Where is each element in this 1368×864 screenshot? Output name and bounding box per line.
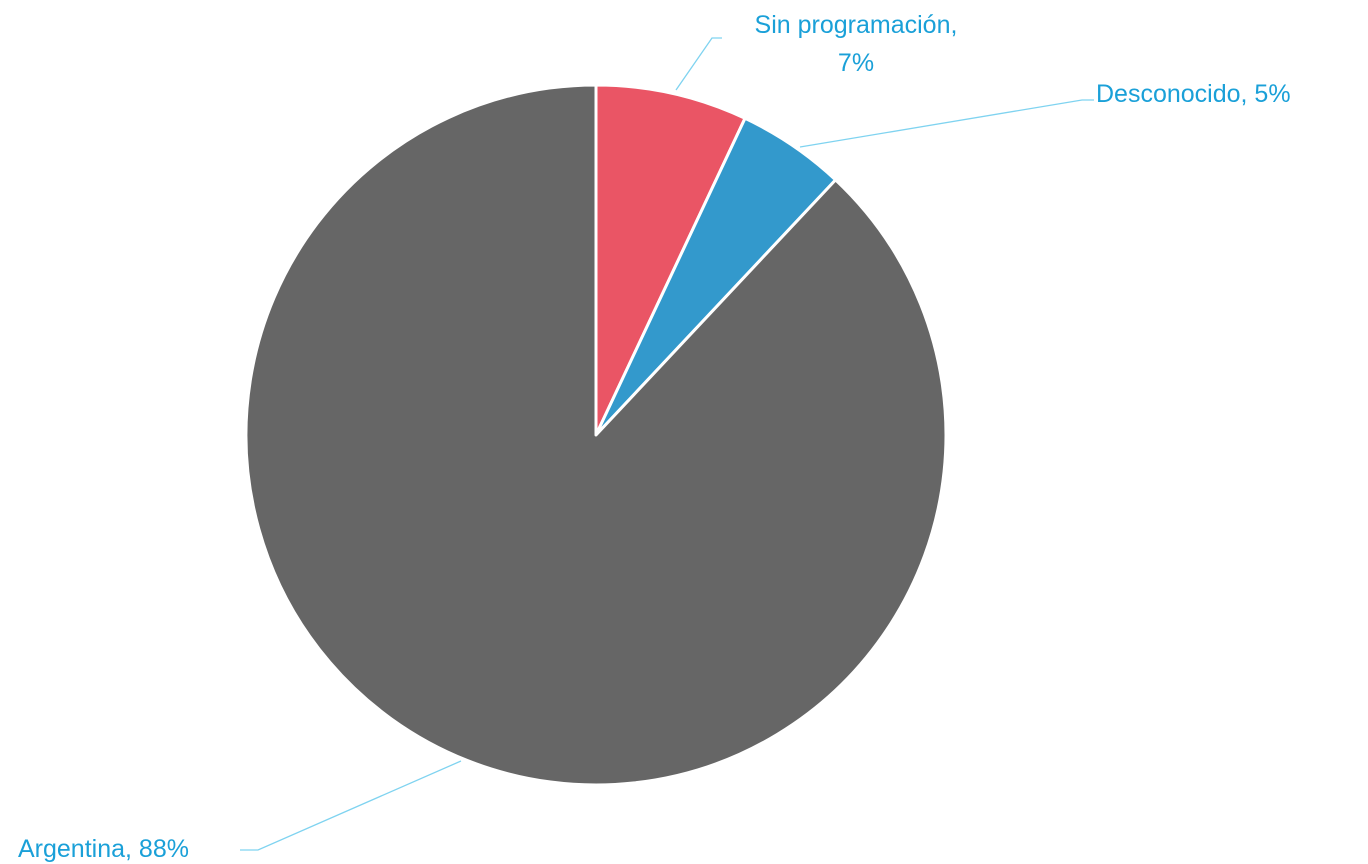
leader-line-1: [675, 37, 722, 91]
leader-line-2: [799, 99, 1094, 148]
data-labels-layer: Sin programación, 7% Desconocido, 5% Argent…: [18, 11, 1291, 863]
data-label-line: Argentina, 88%: [18, 835, 189, 863]
leader-line-3: [240, 760, 462, 851]
data-label-line: Sin programación,: [755, 11, 958, 39]
pie-slice-argentina: [244, 83, 948, 787]
data-label-argentina: Argentina, 88%: [18, 835, 189, 863]
pie-slice-sin-programaci-n: [594, 83, 747, 437]
data-label-desconocido: Desconocido, 5%: [1096, 80, 1291, 108]
slices-layer: [244, 83, 948, 787]
data-label-line: Desconocido, 5%: [1096, 80, 1291, 108]
leader-lines-layer: [240, 37, 1094, 851]
data-label-line: 7%: [838, 49, 874, 77]
data-label-sin-programaci-n: Sin programación, 7%: [755, 11, 958, 77]
